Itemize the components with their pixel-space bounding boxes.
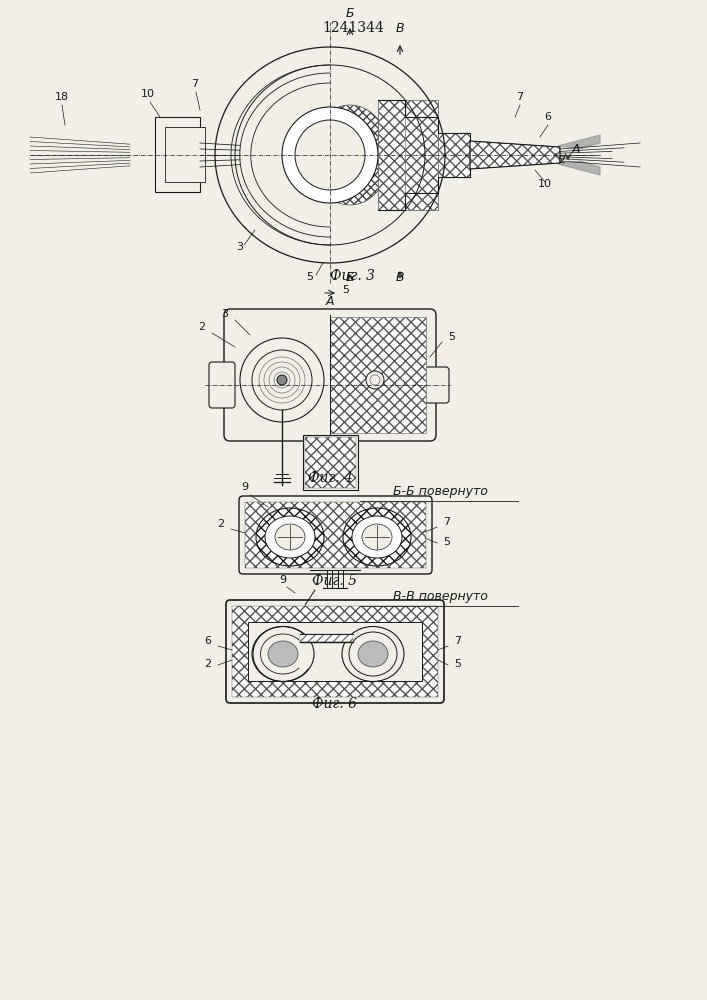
Ellipse shape xyxy=(358,641,388,667)
Polygon shape xyxy=(558,135,600,149)
Bar xyxy=(305,437,356,488)
Text: 5: 5 xyxy=(455,659,462,669)
Text: 3: 3 xyxy=(237,242,243,252)
FancyBboxPatch shape xyxy=(239,496,432,574)
Text: В: В xyxy=(396,22,404,35)
Bar xyxy=(330,317,426,433)
Bar xyxy=(378,100,438,210)
Ellipse shape xyxy=(252,626,314,682)
Text: 10: 10 xyxy=(141,89,155,99)
Ellipse shape xyxy=(275,524,305,550)
FancyBboxPatch shape xyxy=(209,362,235,408)
Text: Фиг. 4: Фиг. 4 xyxy=(308,471,353,485)
Circle shape xyxy=(366,371,384,389)
Text: Б-Б повернуто: Б-Б повернуто xyxy=(392,485,487,498)
Bar xyxy=(438,133,470,177)
Text: Фиг. 5: Фиг. 5 xyxy=(312,574,358,588)
Ellipse shape xyxy=(310,105,390,205)
Bar xyxy=(165,127,205,182)
Bar xyxy=(405,117,438,193)
Text: 9: 9 xyxy=(279,575,286,585)
Text: 18: 18 xyxy=(55,92,69,102)
Text: 7: 7 xyxy=(443,517,450,527)
Text: 2: 2 xyxy=(199,322,206,332)
Text: 3: 3 xyxy=(221,309,228,319)
Text: В-В повернуто: В-В повернуто xyxy=(392,590,487,603)
Ellipse shape xyxy=(362,524,392,550)
Bar xyxy=(155,117,200,192)
FancyBboxPatch shape xyxy=(224,309,436,441)
Bar xyxy=(303,435,358,490)
Text: А: А xyxy=(326,295,334,308)
Ellipse shape xyxy=(265,516,315,558)
FancyBboxPatch shape xyxy=(425,367,449,403)
Ellipse shape xyxy=(343,508,411,566)
Ellipse shape xyxy=(352,516,402,558)
Circle shape xyxy=(295,120,365,190)
Text: 7: 7 xyxy=(455,636,462,646)
Text: Фиг. 6: Фиг. 6 xyxy=(312,697,358,711)
Text: 9: 9 xyxy=(241,482,249,492)
Ellipse shape xyxy=(349,632,397,676)
Text: 2: 2 xyxy=(204,659,211,669)
Text: 10: 10 xyxy=(538,179,552,189)
Text: 2: 2 xyxy=(218,519,225,529)
FancyBboxPatch shape xyxy=(226,600,444,703)
Text: Б: Б xyxy=(346,271,354,284)
Text: 7: 7 xyxy=(192,79,199,89)
Text: Фиг. 3: Фиг. 3 xyxy=(330,269,375,283)
Text: А: А xyxy=(572,143,580,156)
Text: В: В xyxy=(396,271,404,284)
Text: 6: 6 xyxy=(204,636,211,646)
Bar xyxy=(248,622,422,681)
Bar xyxy=(232,606,438,697)
Circle shape xyxy=(370,375,380,385)
Bar xyxy=(300,634,353,642)
Text: Б: Б xyxy=(346,7,354,20)
Text: 1241344: 1241344 xyxy=(322,21,384,35)
Text: 6: 6 xyxy=(544,112,551,122)
Text: 5: 5 xyxy=(448,332,455,342)
Polygon shape xyxy=(558,161,600,175)
Text: 5: 5 xyxy=(443,537,450,547)
Ellipse shape xyxy=(256,508,324,566)
Circle shape xyxy=(282,107,378,203)
Bar xyxy=(245,502,426,568)
Polygon shape xyxy=(470,141,560,169)
Ellipse shape xyxy=(268,641,298,667)
Circle shape xyxy=(240,338,324,422)
Text: 5: 5 xyxy=(307,272,313,282)
Ellipse shape xyxy=(342,626,404,682)
Text: 5: 5 xyxy=(342,285,349,295)
Text: 7: 7 xyxy=(516,92,524,102)
Text: 2: 2 xyxy=(559,155,566,165)
Circle shape xyxy=(252,350,312,410)
Circle shape xyxy=(277,375,287,385)
